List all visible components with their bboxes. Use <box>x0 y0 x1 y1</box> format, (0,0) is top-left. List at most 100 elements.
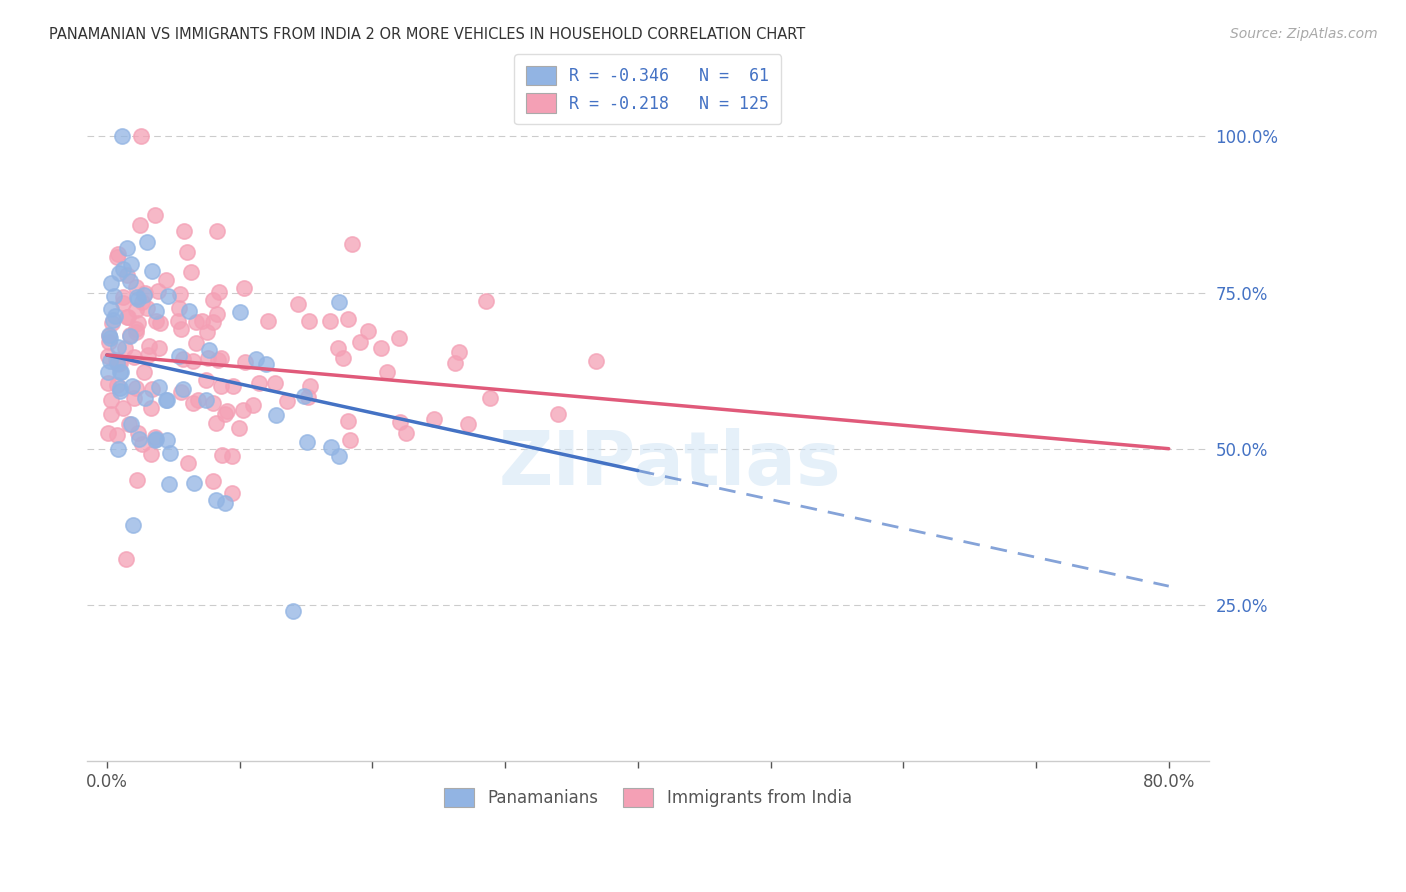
Point <box>136 348 159 362</box>
Point <box>145 208 167 222</box>
Point <box>370 341 392 355</box>
Point <box>167 350 190 364</box>
Point <box>107 357 129 371</box>
Text: ZIPatlas: ZIPatlas <box>499 427 841 500</box>
Point <box>328 295 350 310</box>
Point <box>328 341 350 355</box>
Point <box>97 350 120 364</box>
Point <box>444 356 467 370</box>
Point <box>209 379 232 393</box>
Point <box>111 401 134 415</box>
Point <box>100 393 122 408</box>
Point <box>108 356 131 370</box>
Point <box>118 274 141 288</box>
Point <box>585 354 607 368</box>
Point <box>120 257 142 271</box>
Point <box>187 392 209 407</box>
Point <box>172 351 194 366</box>
Point <box>209 351 232 365</box>
Point <box>222 378 245 392</box>
Point <box>111 262 134 277</box>
Point <box>211 448 233 462</box>
Point <box>114 342 136 356</box>
Point <box>349 334 371 349</box>
Point <box>132 365 155 379</box>
Point <box>118 327 141 342</box>
Point <box>208 285 231 300</box>
Point <box>131 437 153 451</box>
Point <box>97 334 120 349</box>
Point <box>177 456 200 470</box>
Point <box>141 382 163 396</box>
Point <box>375 365 398 379</box>
Point <box>233 355 256 369</box>
Point <box>295 435 318 450</box>
Point <box>125 279 148 293</box>
Point <box>156 288 179 302</box>
Point <box>221 485 243 500</box>
Point <box>134 285 156 300</box>
Point <box>198 343 221 357</box>
Point <box>328 449 350 463</box>
Point <box>105 378 128 392</box>
Point <box>276 393 298 408</box>
Point <box>264 376 287 390</box>
Point <box>337 413 360 427</box>
Point <box>194 372 217 386</box>
Point <box>148 380 170 394</box>
Point <box>136 235 159 250</box>
Point <box>145 314 167 328</box>
Point <box>111 296 134 310</box>
Point <box>97 426 120 441</box>
Point <box>141 264 163 278</box>
Point <box>195 325 218 339</box>
Point <box>145 429 167 443</box>
Point <box>110 365 132 379</box>
Point <box>190 314 212 328</box>
Point <box>138 339 160 353</box>
Point <box>447 344 470 359</box>
Point <box>229 305 252 319</box>
Point <box>143 433 166 447</box>
Point <box>127 425 149 440</box>
Point <box>167 301 190 316</box>
Point <box>205 307 228 321</box>
Point <box>114 552 136 566</box>
Point <box>474 293 496 308</box>
Point <box>103 289 125 303</box>
Point <box>214 407 236 421</box>
Point <box>388 331 411 345</box>
Point <box>181 396 204 410</box>
Point <box>205 416 228 430</box>
Point <box>134 288 156 302</box>
Point <box>139 447 162 461</box>
Legend: Panamanians, Immigrants from India: Panamanians, Immigrants from India <box>437 780 858 814</box>
Point <box>124 321 146 335</box>
Point <box>118 329 141 343</box>
Point <box>148 341 170 355</box>
Point <box>547 408 569 422</box>
Point <box>104 309 127 323</box>
Point <box>98 331 121 345</box>
Point <box>122 391 145 405</box>
Point <box>197 351 219 365</box>
Point <box>115 310 138 325</box>
Point <box>169 286 191 301</box>
Point <box>388 415 411 429</box>
Point <box>101 312 124 326</box>
Point <box>194 393 217 408</box>
Point <box>457 417 479 431</box>
Point <box>105 352 128 367</box>
Point <box>155 393 177 408</box>
Point <box>128 432 150 446</box>
Point <box>110 129 132 144</box>
Point <box>228 421 250 435</box>
Point <box>110 384 132 399</box>
Point <box>292 389 315 403</box>
Point <box>159 446 181 460</box>
Point <box>98 353 121 368</box>
Point <box>115 241 138 255</box>
Point <box>337 312 360 326</box>
Point <box>127 316 149 330</box>
Point <box>340 237 363 252</box>
